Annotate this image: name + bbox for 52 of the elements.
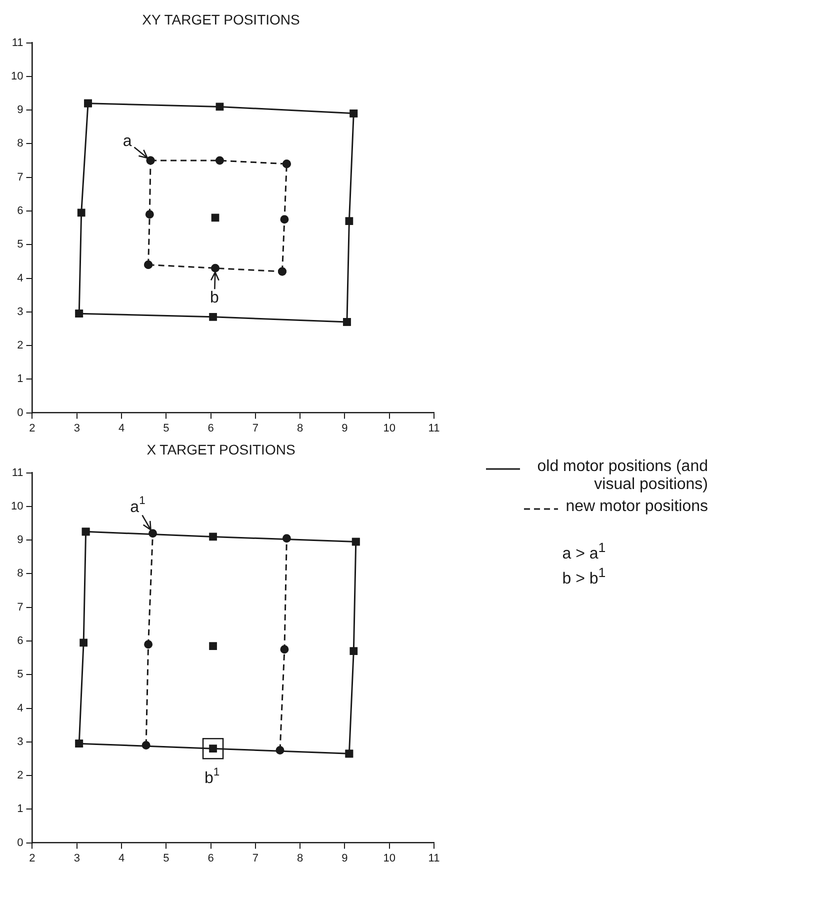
y-tick-label: 11 — [12, 466, 24, 479]
x-tick-label: 4 — [118, 852, 125, 864]
y-tick-label: 0 — [17, 406, 24, 419]
x-tick-label: 11 — [428, 422, 440, 434]
y-tick-label: 0 — [17, 836, 24, 849]
x-tick-label: 7 — [252, 422, 258, 434]
y-tick-label: 4 — [17, 702, 24, 714]
y-tick-label: 7 — [17, 171, 24, 184]
y-tick-label: 8 — [17, 568, 24, 580]
x-tick-label: 6 — [208, 852, 214, 864]
x-tick-label: 5 — [163, 852, 170, 864]
x-tick-label: 9 — [342, 852, 348, 864]
y-tick-label: 1 — [17, 373, 24, 386]
y-tick-label: 10 — [10, 70, 24, 82]
y-tick-label: 10 — [10, 500, 24, 512]
x-tick-label: 5 — [163, 422, 170, 434]
x-tick-label: 6 — [208, 422, 214, 434]
y-tick-label: 6 — [17, 205, 24, 218]
y-tick-label: 8 — [17, 138, 24, 150]
y-tick-label: 3 — [17, 306, 24, 318]
x-tick-label: 8 — [297, 852, 304, 864]
y-tick-label: 4 — [17, 272, 24, 284]
y-tick-label: 9 — [17, 104, 24, 116]
y-tick-label: 3 — [17, 736, 24, 748]
x-tick-label: 4 — [118, 422, 125, 434]
x-tick-label: 2 — [29, 852, 36, 864]
text: b > b$^{1}$ — [561, 565, 607, 589]
legend-label: old motor positions (and visual positions) — [536, 458, 708, 494]
chart-title: XY TARGET POSITIONS — [142, 11, 300, 28]
y-tick-label: 5 — [17, 668, 24, 681]
y-tick-label: 9 — [17, 534, 24, 546]
y-tick-label: 2 — [17, 340, 24, 352]
text: a > a$^{1}$ — [561, 540, 607, 564]
x-tick-label: 9 — [342, 422, 348, 434]
x-tick-label: 3 — [74, 422, 80, 434]
legend-label: new motor positions — [566, 498, 708, 516]
annotation: a — [122, 132, 132, 150]
x-tick-label: 10 — [383, 422, 396, 434]
x-tick-label: 7 — [252, 852, 258, 864]
y-tick-label: 7 — [17, 601, 24, 614]
x-tick-label: 11 — [428, 852, 440, 864]
x-tick-label: 2 — [29, 422, 36, 434]
x-tick-label: 10 — [383, 852, 396, 864]
x-tick-label: 8 — [297, 422, 304, 434]
annotation: b — [210, 290, 219, 307]
x-tick-label: 3 — [74, 852, 80, 864]
chart-title: X TARGET POSITIONS — [146, 441, 296, 458]
y-tick-label: 5 — [17, 238, 24, 251]
y-tick-label: 6 — [17, 635, 24, 648]
y-tick-label: 2 — [17, 770, 24, 782]
y-tick-label: 11 — [12, 36, 24, 49]
y-tick-label: 1 — [17, 803, 24, 816]
